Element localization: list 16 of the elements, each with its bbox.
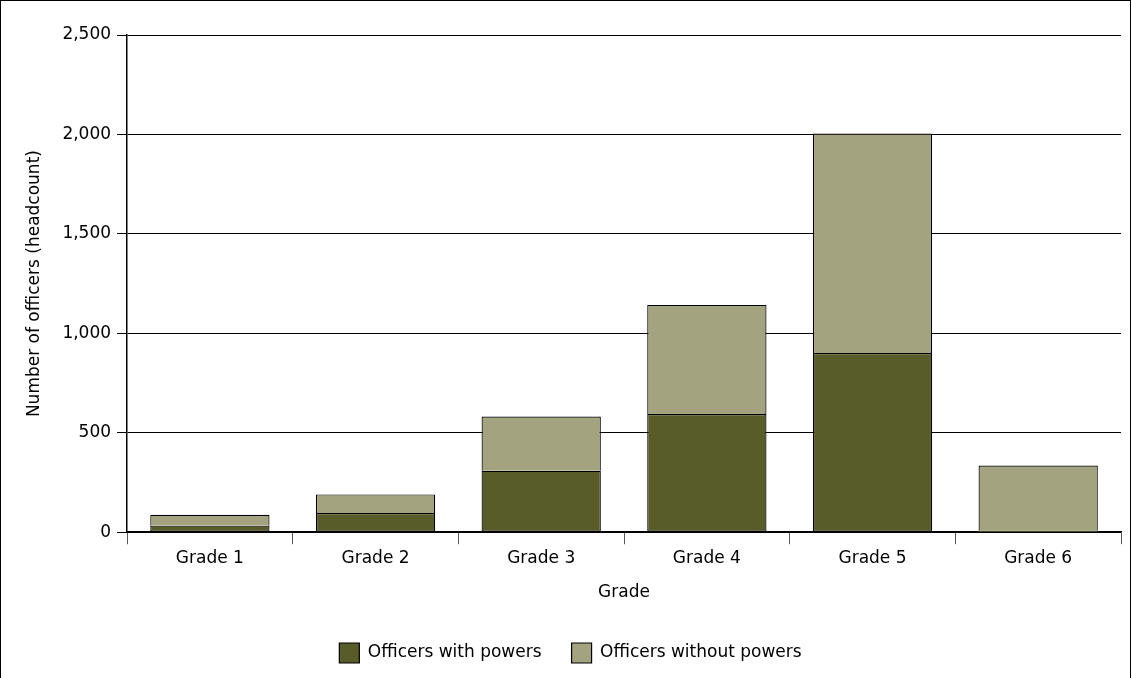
y-tick-label: 2,000 [62, 122, 112, 143]
legend-label: Officers without powers [600, 641, 802, 662]
x-tick-label: Grade 6 [1004, 546, 1073, 567]
y-tick-label: 1,500 [62, 222, 112, 243]
x-axis-title: Grade [598, 581, 650, 602]
x-tick-label: Grade 4 [672, 546, 741, 567]
y-tick-label: 0 [100, 520, 112, 541]
y-tick-label: 2,500 [62, 23, 112, 44]
x-tick-label: Grade 3 [507, 546, 576, 567]
y-tick-label: 1,000 [62, 321, 112, 342]
legend-label: Officers with powers [367, 641, 542, 662]
y-tick-label: 500 [78, 421, 112, 442]
x-tick-label: Grade 2 [341, 546, 410, 567]
x-tick-label: Grade 5 [838, 546, 907, 567]
x-tick-label: Grade 1 [175, 546, 244, 567]
y-axis-title: Number of officers (headcount) [22, 150, 43, 418]
